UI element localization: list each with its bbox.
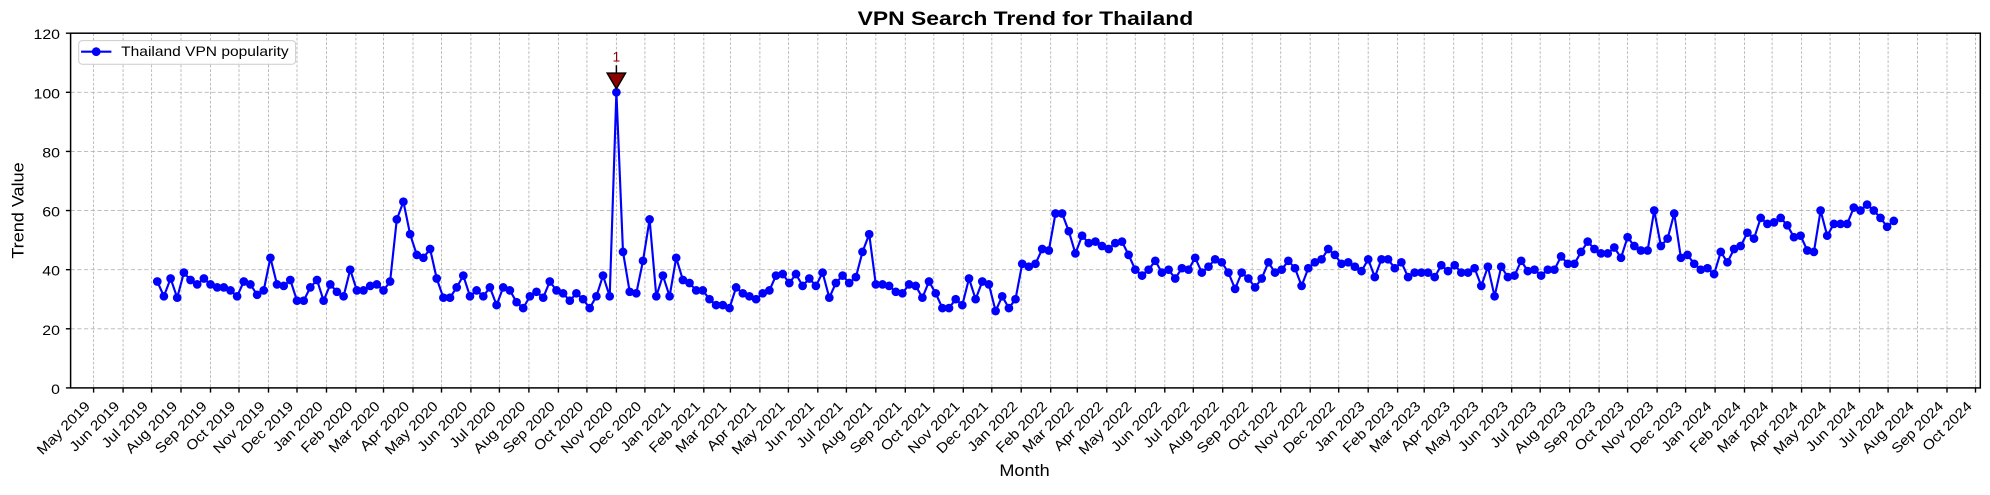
svg-text:120: 120 [34,26,61,42]
svg-text:60: 60 [42,204,60,220]
svg-text:Thailand VPN popularity: Thailand VPN popularity [121,43,289,59]
svg-text:40: 40 [42,263,60,279]
svg-text:100: 100 [34,85,61,101]
svg-text:Trend Value: Trend Value [9,162,28,258]
svg-text:VPN Search Trend for Thailand: VPN Search Trend for Thailand [858,8,1194,30]
svg-text:1: 1 [613,48,621,64]
svg-text:0: 0 [51,381,60,397]
svg-text:80: 80 [42,144,60,160]
svg-text:Month: Month [999,461,1049,480]
svg-text:20: 20 [42,322,60,338]
